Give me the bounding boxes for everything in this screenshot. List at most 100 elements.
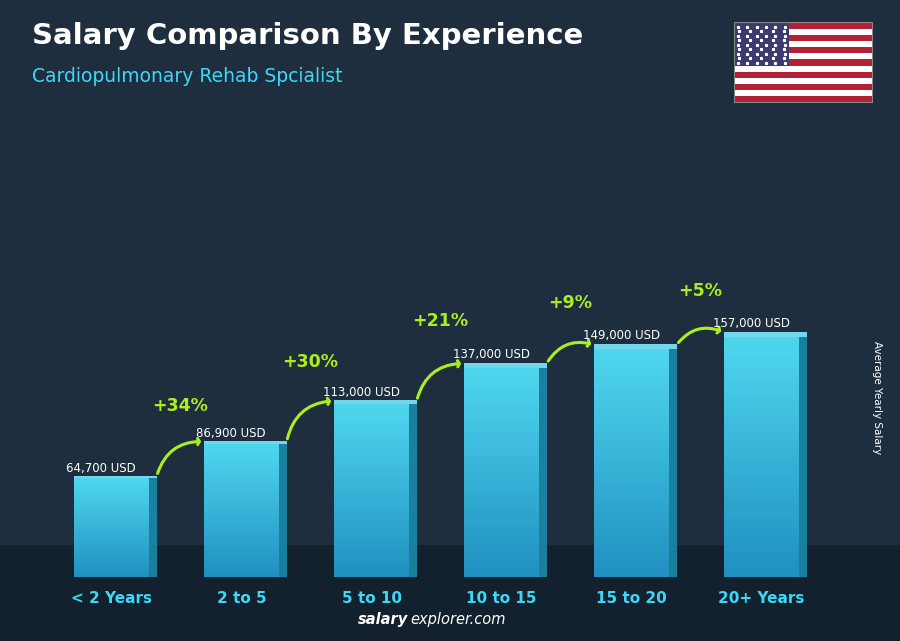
Bar — [334, 522, 410, 525]
Bar — [464, 406, 539, 410]
Bar — [203, 548, 279, 551]
Bar — [464, 367, 539, 371]
Bar — [724, 493, 799, 497]
Bar — [464, 448, 539, 451]
Bar — [203, 531, 279, 533]
Bar — [464, 560, 539, 563]
Bar — [464, 487, 539, 490]
Bar — [734, 41, 873, 47]
Bar — [203, 493, 279, 495]
Bar — [203, 488, 279, 490]
Bar — [74, 485, 149, 487]
Bar — [74, 540, 149, 542]
Bar — [724, 545, 799, 549]
Bar — [734, 29, 873, 35]
Bar — [594, 361, 670, 365]
Text: +34%: +34% — [152, 397, 208, 415]
Bar — [203, 502, 279, 504]
Bar — [464, 472, 539, 476]
Bar — [464, 479, 539, 483]
Bar — [334, 574, 410, 577]
Bar — [334, 422, 410, 424]
Bar — [464, 403, 539, 406]
Bar — [464, 570, 539, 574]
Bar — [74, 516, 149, 517]
Bar — [464, 490, 539, 493]
Bar — [334, 557, 410, 560]
Bar — [539, 367, 546, 577]
Bar — [203, 499, 279, 502]
Bar — [724, 389, 799, 393]
Bar — [334, 513, 410, 517]
Bar — [734, 90, 873, 96]
Bar — [334, 404, 410, 407]
Bar — [74, 563, 149, 565]
Bar — [464, 521, 539, 524]
Bar — [724, 445, 799, 449]
Bar — [74, 549, 149, 551]
Bar — [74, 522, 149, 524]
Bar — [724, 457, 799, 461]
Bar — [203, 557, 279, 559]
Bar — [203, 458, 279, 460]
Bar — [464, 469, 539, 472]
Bar — [74, 483, 149, 485]
Bar — [279, 444, 287, 577]
FancyBboxPatch shape — [203, 441, 287, 444]
Text: Average Yearly Salary: Average Yearly Salary — [872, 341, 883, 454]
Bar — [594, 524, 670, 528]
Bar — [334, 571, 410, 574]
Bar — [203, 504, 279, 506]
Bar — [594, 383, 670, 387]
Bar — [203, 469, 279, 470]
Bar — [464, 553, 539, 556]
Bar — [203, 444, 279, 446]
Bar — [334, 490, 410, 494]
Text: +30%: +30% — [283, 353, 338, 370]
Bar — [724, 469, 799, 473]
Bar — [464, 542, 539, 545]
Bar — [464, 538, 539, 542]
Bar — [203, 497, 279, 499]
Bar — [464, 385, 539, 388]
Bar — [74, 542, 149, 544]
Bar — [74, 511, 149, 513]
Bar — [203, 559, 279, 562]
Text: explorer.com: explorer.com — [410, 612, 506, 627]
Bar — [74, 560, 149, 562]
Bar — [74, 478, 149, 479]
Bar — [334, 560, 410, 563]
Bar — [464, 427, 539, 430]
Bar — [464, 455, 539, 458]
Bar — [334, 537, 410, 540]
Bar — [149, 478, 157, 577]
Bar — [594, 554, 670, 558]
Bar — [594, 452, 670, 456]
Bar — [334, 410, 410, 413]
Bar — [734, 65, 873, 72]
Bar — [724, 441, 799, 445]
Text: 149,000 USD: 149,000 USD — [582, 329, 660, 342]
Bar — [464, 441, 539, 444]
Bar — [464, 374, 539, 378]
Bar — [74, 503, 149, 504]
Bar — [334, 476, 410, 479]
Bar — [203, 513, 279, 515]
Bar — [74, 526, 149, 528]
Bar — [464, 444, 539, 448]
Bar — [594, 478, 670, 482]
Bar — [724, 513, 799, 517]
Text: +21%: +21% — [412, 312, 468, 330]
Bar — [724, 509, 799, 513]
Bar — [203, 475, 279, 478]
Bar — [334, 428, 410, 430]
Bar — [334, 442, 410, 445]
Bar — [724, 553, 799, 557]
Bar — [74, 531, 149, 533]
Bar — [203, 570, 279, 572]
Bar — [724, 433, 799, 437]
Bar — [594, 357, 670, 361]
Bar — [724, 345, 799, 349]
Bar — [724, 421, 799, 425]
Bar — [203, 510, 279, 513]
